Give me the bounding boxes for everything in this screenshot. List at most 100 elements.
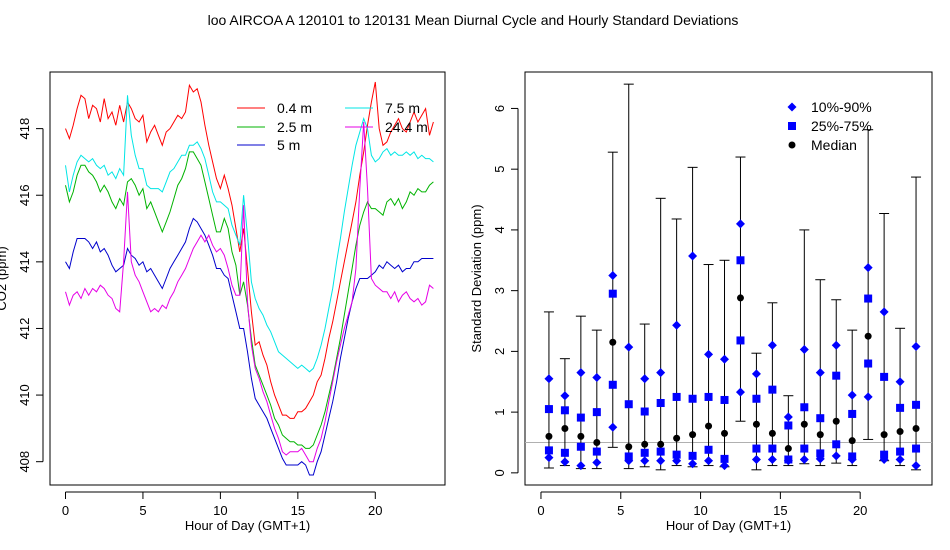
hour-group [559, 358, 570, 467]
p10-marker [863, 392, 873, 402]
legend-label: 5 m [277, 137, 300, 153]
p90-marker [879, 307, 889, 317]
p25-marker [768, 444, 777, 453]
p90-marker [767, 340, 777, 350]
p25-marker [800, 444, 809, 453]
p25-marker [544, 446, 553, 455]
p10-marker [735, 387, 745, 397]
p75-marker [608, 289, 617, 298]
p75-marker [624, 400, 633, 409]
right-panel-standard-deviation: 0 5 10 15 20 Hour of Day (GMT+1) 0 1 2 3 4 5 6 Standa… [469, 71, 933, 533]
y-tick-label: 3 [492, 287, 507, 294]
x-tick-label: 5 [139, 503, 146, 518]
p10-marker [911, 461, 921, 471]
p75-marker [768, 385, 777, 394]
median-marker [832, 417, 840, 425]
p90-marker [560, 391, 570, 401]
series-line-7-5-m [65, 95, 434, 373]
hour-group [863, 129, 874, 440]
p25-marker [848, 452, 857, 461]
p10-marker [544, 453, 554, 463]
median-marker [800, 420, 808, 428]
p25-marker [896, 447, 905, 456]
hour-group [655, 197, 666, 471]
p25-marker [560, 448, 569, 457]
p10-marker [592, 458, 602, 468]
p25-marker [784, 455, 793, 464]
p75-marker [848, 409, 857, 418]
p75-marker [560, 406, 569, 415]
p90-marker [735, 219, 745, 229]
legend-label: 2.5 m [277, 119, 312, 135]
series-line-24-4-m [65, 121, 434, 463]
plot-frame [49, 71, 446, 486]
p25-marker [640, 448, 649, 457]
p90-marker [863, 263, 873, 273]
p10-marker [688, 459, 698, 469]
p75-marker [656, 399, 665, 408]
p25-marker [688, 451, 697, 460]
p25-marker [592, 447, 601, 456]
x-axis-title: Hour of Day (GMT+1) [185, 518, 310, 533]
p25-marker [736, 336, 745, 345]
legend-marker-diamond [787, 102, 797, 112]
p25-marker [608, 380, 617, 389]
x-tick-label: 15 [773, 503, 787, 518]
median-marker [673, 434, 681, 442]
median-marker [784, 445, 792, 453]
legend-label: Median [811, 137, 857, 153]
p90-marker [624, 342, 634, 352]
p90-marker [592, 372, 602, 382]
p75-marker [816, 414, 825, 423]
median-marker [641, 440, 649, 448]
p75-marker [864, 294, 873, 303]
hour-group [607, 151, 618, 448]
p75-marker [720, 395, 729, 404]
p75-marker [800, 403, 809, 412]
p90-marker [608, 270, 618, 280]
p75-marker [736, 256, 745, 265]
y-axis-title: CO2 (ppm) [0, 246, 9, 310]
left-panel-co2-diurnal-cycle: 0 5 10 15 20 Hour of Day (GMT+1) 408 410 412 414 4… [0, 71, 446, 533]
x-tick-label: 10 [693, 503, 707, 518]
hour-group [575, 315, 586, 471]
median-marker [864, 332, 872, 340]
x-tick-label: 15 [291, 503, 305, 518]
legend-label: 10%-90% [811, 99, 872, 115]
p10-marker [576, 461, 586, 471]
y-tick-label: 414 [17, 251, 32, 273]
hour-group [751, 352, 762, 471]
p10-marker [704, 456, 714, 466]
x-tick-label: 0 [62, 503, 69, 518]
median-marker [545, 432, 553, 440]
hour-group [895, 327, 906, 467]
x-tick-label: 20 [853, 503, 867, 518]
y-tick-label: 418 [17, 118, 32, 140]
hour-group [623, 83, 634, 470]
p25-marker [912, 444, 921, 453]
p90-marker [704, 349, 714, 359]
y-axis-title: Standard Deviation (ppm) [469, 204, 484, 352]
p90-marker [831, 340, 841, 350]
p10-marker [799, 454, 809, 464]
p75-marker [576, 413, 585, 422]
hour-group [783, 395, 794, 467]
p25-marker [656, 447, 665, 456]
p90-marker [815, 368, 825, 378]
p75-marker [704, 392, 713, 401]
p75-marker [592, 408, 601, 417]
p75-marker [544, 405, 553, 414]
hour-group [847, 329, 858, 467]
median-marker [880, 431, 888, 439]
median-marker [657, 440, 665, 448]
p25-marker [864, 359, 873, 368]
p10-marker [640, 456, 650, 466]
x-tick-label: 0 [537, 503, 544, 518]
p90-marker [688, 251, 698, 261]
legend-label: 7.5 m [385, 100, 420, 116]
p25-marker [672, 450, 681, 459]
hour-group [719, 259, 730, 471]
p25-marker [880, 450, 889, 459]
p10-marker [895, 454, 905, 464]
hour-group [671, 218, 682, 467]
